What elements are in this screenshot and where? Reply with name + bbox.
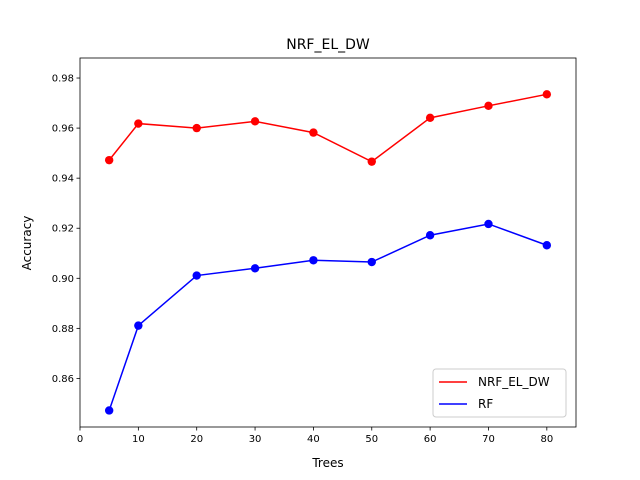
x-tick-label: 10 [132,434,145,445]
data-point-nrf-el-dw [309,128,318,137]
x-axis-label: Trees [311,456,343,470]
legend: NRF_EL_DW RF [432,368,567,418]
plot-area [79,57,577,428]
x-tick-label: 20 [190,434,203,445]
data-point-nrf-el-dw [542,90,552,99]
data-point-rf [542,241,552,250]
x-tick-label: 30 [249,434,262,445]
x-tick-label: 40 [307,434,320,445]
data-point-nrf-el-dw [484,101,493,111]
y-tick-label: 0.96 [52,124,74,135]
data-point-rf [425,231,435,240]
x-tick-label: 70 [482,434,495,445]
y-tick-label: 0.98 [52,74,74,85]
series-layer [104,90,552,415]
y-axis-label: Accuracy [20,216,34,271]
x-tick-label: 50 [365,434,378,445]
legend-label-rf: RF [478,397,493,411]
legend-label-nrf-el-dw: NRF_EL_DW [478,375,550,389]
y-tick-label: 0.88 [52,324,74,335]
y-tick-label: 0.86 [52,374,74,385]
data-point-rf [367,257,376,267]
data-point-nrf-el-dw [192,123,201,133]
axes-frame [79,57,577,428]
chart-title: NRF_EL_DW [286,37,370,53]
y-axis: 0.86 0.88 0.90 0.92 0.94 0.96 0.98 [52,74,80,385]
data-point-rf [250,264,260,273]
legend-box [432,368,567,418]
data-point-rf [309,256,318,265]
data-point-rf [192,271,201,280]
data-point-nrf-el-dw [134,119,143,128]
y-tick-label: 0.92 [52,224,74,235]
data-point-nrf-el-dw [250,117,260,126]
x-axis: 0 10 20 30 40 50 60 70 80 [77,427,553,445]
x-tick-label: 80 [540,434,553,445]
data-point-rf [134,321,143,330]
data-point-nrf-el-dw [367,157,376,166]
data-point-nrf-el-dw [425,113,435,123]
data-point-rf [484,219,493,229]
x-tick-label: 60 [424,434,437,445]
data-point-nrf-el-dw [104,155,114,165]
y-tick-label: 0.94 [52,174,74,185]
x-tick-label: 0 [77,434,83,445]
data-point-rf [104,406,114,415]
y-tick-label: 0.90 [52,274,74,285]
